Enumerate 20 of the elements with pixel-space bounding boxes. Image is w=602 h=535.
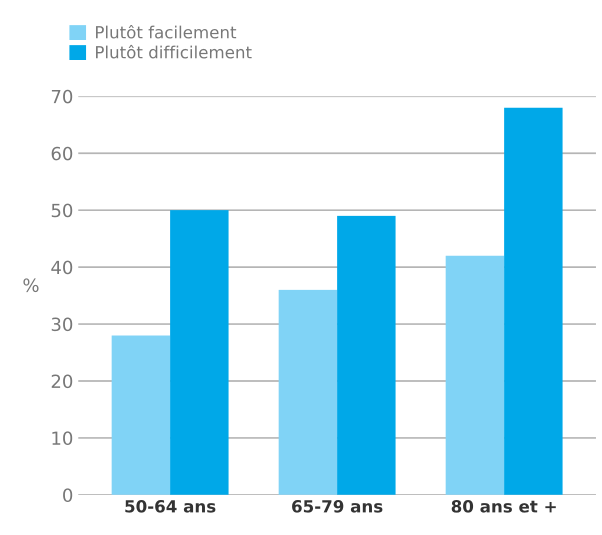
legend-label: Plutôt facilement — [96, 24, 236, 39]
bar — [337, 216, 396, 495]
bar — [170, 210, 229, 495]
y-tick-label: 10 — [52, 431, 72, 446]
x-tick-label: 80 ans et + — [452, 500, 556, 513]
y-tick-label: 70 — [52, 90, 72, 104]
y-axis-title: % — [23, 278, 39, 292]
y-tick-label: 60 — [52, 146, 72, 160]
bar — [112, 335, 170, 495]
bar — [504, 108, 563, 495]
y-tick-label: 30 — [52, 318, 72, 332]
bar — [278, 290, 338, 495]
y-tick-label: 40 — [51, 260, 72, 274]
x-tick-label: 50-64 ans — [125, 500, 216, 513]
x-tick-label: 65-79 ans — [292, 500, 382, 513]
y-tick-label: 50 — [52, 204, 72, 218]
legend-label: Plutôt difficilement — [96, 44, 252, 59]
bar — [446, 256, 504, 495]
y-tick-label: 0 — [63, 488, 72, 502]
y-tick-label: 20 — [52, 374, 72, 388]
